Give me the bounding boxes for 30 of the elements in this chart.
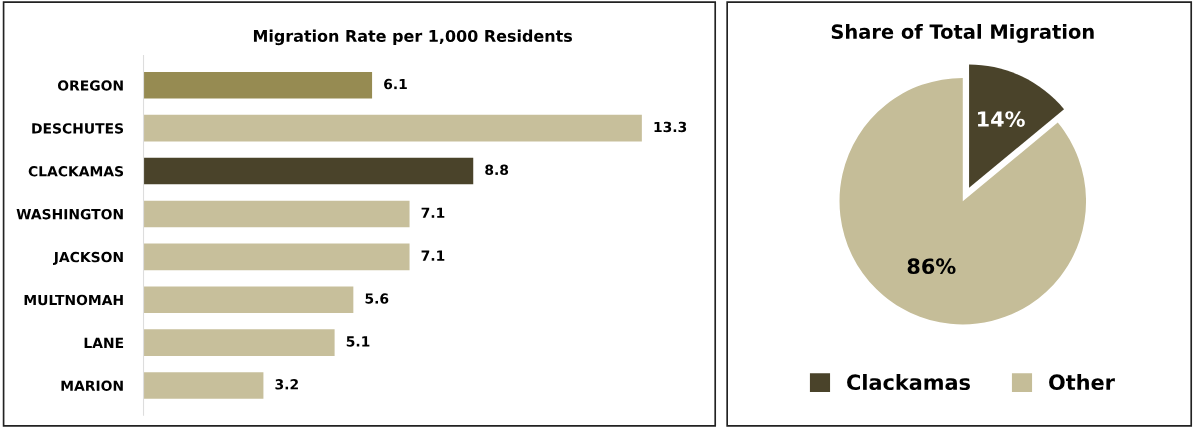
chart-title: Migration Rate per 1,000 Residents [253,29,572,46]
y-tick-label: LANE [84,337,124,348]
bar [143,286,354,314]
bar [143,372,264,399]
chart-title: Share of Total Migration [831,23,1094,43]
legend-label: Clackamas [847,373,970,391]
y-tick-label: DESCHUTES [32,123,124,134]
y-tick-label: MARION [61,380,123,391]
data-label: 3.2 [275,379,298,390]
data-label: 8.8 [485,164,509,176]
bar [143,329,335,356]
bar [143,71,373,99]
data-label: 7.1 [421,207,445,218]
y-tick-label: MULTNOMAH [24,294,123,306]
data-label: 86% [907,258,956,275]
data-label: 13.3 [654,121,687,133]
y-tick-label: OREGON [57,80,123,91]
bar [143,243,410,271]
y-tick-label: JACKSON [52,251,123,265]
data-label: 6.1 [384,78,407,90]
data-label: 7.1 [421,250,445,261]
data-label: 5.1 [346,336,370,347]
y-tick-label: CLACKAMAS [28,166,124,177]
data-label: 14% [977,111,1025,127]
bar [143,200,410,228]
data-label: 5.6 [365,293,389,304]
y-tick-label: WASHINGTON [16,208,123,220]
bar [143,114,642,142]
legend-label: Other [1049,373,1115,391]
bar [143,157,474,185]
